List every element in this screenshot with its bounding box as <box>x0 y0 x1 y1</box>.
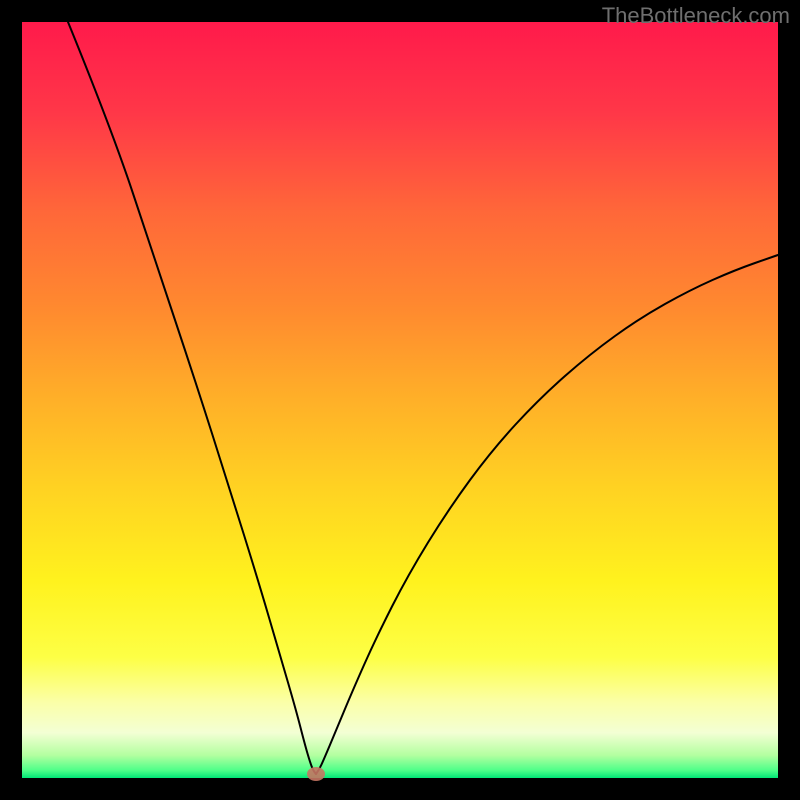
chart-container: TheBottleneck.com <box>0 0 800 800</box>
watermark-text: TheBottleneck.com <box>602 3 790 29</box>
plot-area <box>22 22 778 778</box>
